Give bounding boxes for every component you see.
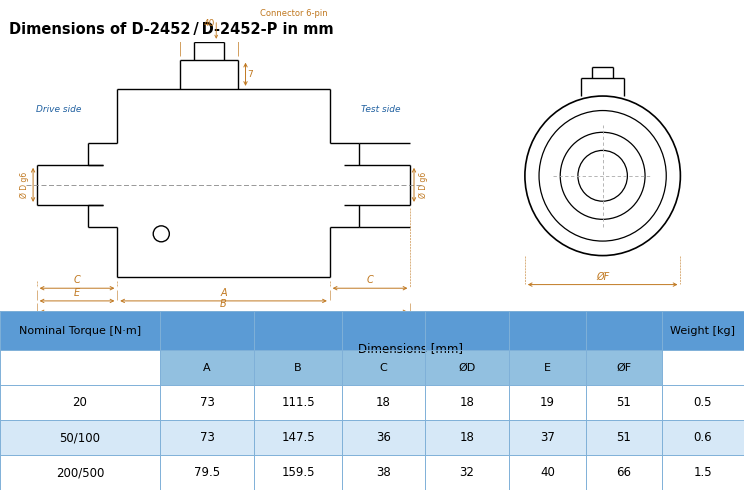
Text: 50/100: 50/100	[60, 431, 100, 444]
Text: A: A	[220, 288, 227, 298]
Text: 36: 36	[376, 431, 391, 444]
Text: 40: 40	[203, 19, 214, 28]
Text: 111.5: 111.5	[281, 396, 315, 409]
Text: Nominal Torque [N·m]: Nominal Torque [N·m]	[19, 326, 141, 336]
Bar	[0, 385, 744, 420]
Text: 73: 73	[199, 431, 214, 444]
Text: Drive side: Drive side	[36, 105, 81, 114]
Text: 18: 18	[460, 431, 475, 444]
Bar	[0, 420, 744, 455]
Text: C: C	[367, 275, 373, 285]
Text: 32: 32	[460, 466, 475, 479]
Text: 0.6: 0.6	[693, 431, 712, 444]
Text: 147.5: 147.5	[281, 431, 315, 444]
Text: E: E	[74, 288, 80, 298]
Text: C: C	[379, 363, 388, 372]
Text: Ø D g6: Ø D g6	[419, 172, 428, 198]
Bar	[0, 311, 160, 350]
Text: Connector 6-pin: Connector 6-pin	[260, 9, 328, 18]
Text: E: E	[544, 363, 551, 372]
Text: 38: 38	[376, 466, 391, 479]
Text: 79.5: 79.5	[194, 466, 220, 479]
Text: ØF: ØF	[596, 271, 609, 282]
Text: 1.5: 1.5	[693, 466, 712, 479]
Text: 159.5: 159.5	[281, 466, 315, 479]
Text: 37: 37	[540, 431, 555, 444]
Text: 0.5: 0.5	[693, 396, 712, 409]
Text: Ø D g6: Ø D g6	[19, 172, 28, 198]
Text: 73: 73	[199, 396, 214, 409]
Text: B: B	[220, 299, 227, 309]
Text: Dimensions [mm]: Dimensions [mm]	[359, 342, 464, 355]
Text: Test side: Test side	[362, 105, 401, 114]
Text: 18: 18	[460, 396, 475, 409]
Text: A: A	[203, 363, 211, 372]
Text: 19: 19	[540, 396, 555, 409]
Text: Weight [kg]: Weight [kg]	[670, 326, 736, 336]
Bar	[0, 455, 744, 490]
Text: 66: 66	[617, 466, 632, 479]
Text: C: C	[74, 275, 80, 285]
Text: 51: 51	[617, 396, 632, 409]
Bar	[662, 311, 744, 350]
Bar	[160, 311, 662, 385]
Text: 51: 51	[617, 431, 632, 444]
Text: ØD: ØD	[458, 363, 475, 372]
Text: 200/500: 200/500	[56, 466, 104, 479]
Bar	[160, 350, 662, 385]
Text: 40: 40	[540, 466, 555, 479]
Text: ØF: ØF	[617, 363, 632, 372]
Text: 7: 7	[247, 70, 253, 79]
Text: B: B	[294, 363, 302, 372]
Text: 20: 20	[73, 396, 88, 409]
Text: 18: 18	[376, 396, 391, 409]
Text: Dimensions of D-2452 / D-2452-P in mm: Dimensions of D-2452 / D-2452-P in mm	[9, 23, 333, 37]
